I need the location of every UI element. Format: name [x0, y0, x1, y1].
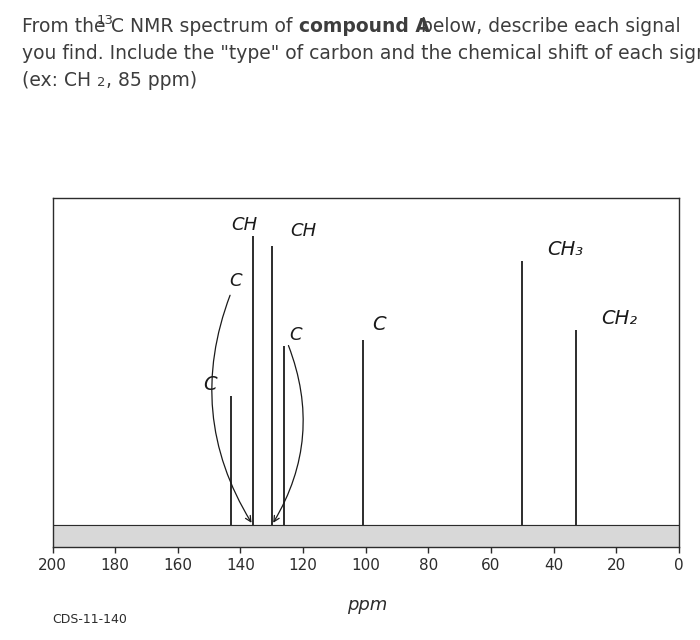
Text: C: C: [230, 273, 242, 291]
Text: you find. Include the "type" of carbon and the chemical shift of each signal: you find. Include the "type" of carbon a…: [22, 44, 700, 63]
Text: CH: CH: [231, 216, 257, 234]
Text: ppm: ppm: [347, 596, 388, 614]
Text: From the: From the: [22, 17, 111, 36]
Text: 13: 13: [97, 14, 114, 27]
Text: CH: CH: [290, 222, 316, 240]
Text: , 85 ppm): , 85 ppm): [106, 71, 197, 90]
Text: C: C: [372, 316, 386, 334]
Text: compound A: compound A: [299, 17, 430, 36]
Text: below, describe each signal: below, describe each signal: [415, 17, 680, 36]
Text: CH₂: CH₂: [601, 309, 637, 328]
Text: 2: 2: [97, 76, 106, 89]
Text: (ex: CH: (ex: CH: [22, 71, 91, 90]
Text: C: C: [203, 375, 216, 394]
Text: CDS-11-140: CDS-11-140: [52, 613, 127, 626]
Text: C NMR spectrum of: C NMR spectrum of: [111, 17, 298, 36]
Text: CH₃: CH₃: [547, 240, 584, 259]
Text: C: C: [289, 326, 302, 344]
Bar: [52, 525, 679, 547]
